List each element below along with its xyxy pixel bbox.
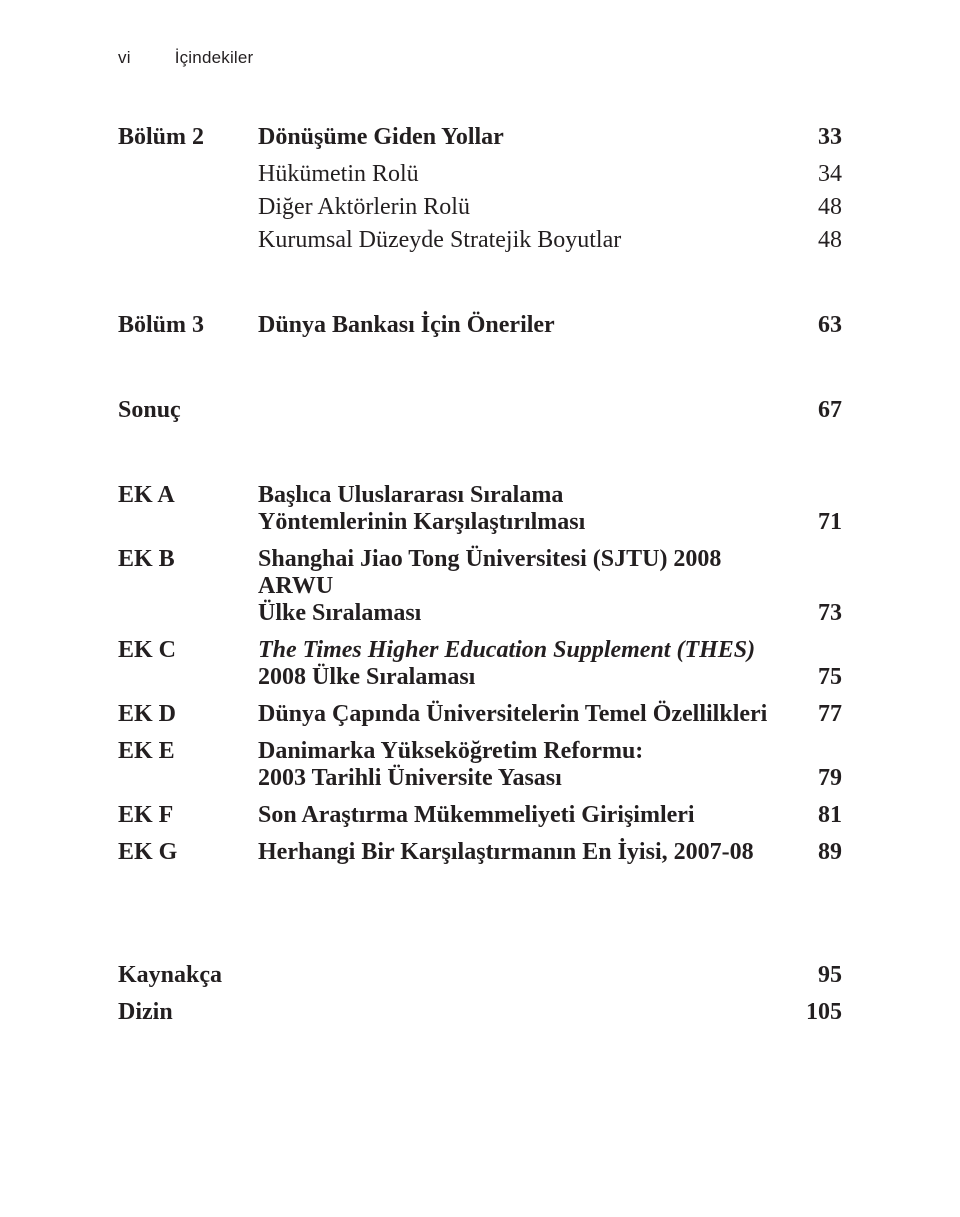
sub-title: Hükümetin Rolü (258, 161, 772, 188)
appendix-label: EK B (118, 546, 258, 573)
toc-ek-e: EK E Danimarka Yükseköğretim Reformu: 20… (118, 738, 842, 792)
appendix-title-line: Danimarka Yükseköğretim Reformu: (258, 738, 772, 765)
toc-sonuc: Sonuç 67 (118, 397, 842, 424)
standalone-label: Sonuç (118, 397, 258, 424)
toc-sub: Kurumsal Düzeyde Stratejik Boyutlar 48 (118, 227, 842, 254)
appendix-title-line: Son Araştırma Mükemmeliyeti Girişimleri (258, 802, 772, 829)
appendix-title-line: 2008 Ülke Sıralaması (258, 664, 772, 691)
standalone-page: 95 (772, 962, 842, 989)
appendix-title-line: Yöntemlerinin Karşılaştırılması (258, 509, 772, 536)
appendix-label: EK E (118, 738, 258, 765)
appendix-title-line: Başlıca Uluslararası Sıralama (258, 482, 772, 509)
running-section: İçindekiler (175, 48, 254, 68)
appendix-page: 89 (772, 839, 842, 866)
toc-dizin: Dizin 105 (118, 999, 842, 1026)
toc-ek-c: EK C The Times Higher Education Suppleme… (118, 637, 842, 691)
running-head: vi İçindekiler (118, 48, 842, 68)
appendix-page: 75 (772, 664, 842, 691)
appendix-label: EK G (118, 839, 258, 866)
standalone-label: Kaynakça (118, 962, 772, 989)
appendix-title-line: 2003 Tarihli Üniversite Yasası (258, 765, 772, 792)
appendix-page: 77 (772, 701, 842, 728)
appendix-label: EK C (118, 637, 258, 664)
toc-sub: Hükümetin Rolü 34 (118, 161, 842, 188)
sub-title: Diğer Aktörlerin Rolü (258, 194, 772, 221)
appendix-title: The Times Higher Education Supplement (T… (258, 637, 772, 691)
toc-chapter-2: Bölüm 2 Dönüşüme Giden Yollar 33 (118, 124, 842, 151)
appendix-label: EK A (118, 482, 258, 509)
appendix-page: 79 (772, 765, 842, 792)
standalone-label: Dizin (118, 999, 772, 1026)
toc-ek-f: EK F Son Araştırma Mükemmeliyeti Girişim… (118, 802, 842, 829)
folio: vi (118, 48, 131, 68)
page: vi İçindekiler Bölüm 2 Dönüşüme Giden Yo… (0, 0, 960, 1217)
appendix-title-line: The Times Higher Education Supplement (T… (258, 637, 772, 664)
appendix-title: Danimarka Yükseköğretim Reformu: 2003 Ta… (258, 738, 772, 792)
toc-kaynakca: Kaynakça 95 (118, 962, 842, 989)
sub-page: 48 (772, 227, 842, 254)
toc-chapter-3: Bölüm 3 Dünya Bankası İçin Öneriler 63 (118, 312, 842, 339)
chapter-page: 33 (772, 124, 842, 151)
appendix-title: Son Araştırma Mükemmeliyeti Girişimleri (258, 802, 772, 829)
appendix-page: 71 (772, 509, 842, 536)
appendix-label: EK D (118, 701, 258, 728)
toc-sub: Diğer Aktörlerin Rolü 48 (118, 194, 842, 221)
appendix-page: 81 (772, 802, 842, 829)
toc-ek-a: EK A Başlıca Uluslararası Sıralama Yönte… (118, 482, 842, 536)
appendix-title-line: Dünya Çapında Üniversitelerin Temel Özel… (258, 701, 772, 728)
standalone-page: 105 (772, 999, 842, 1026)
sub-title: Kurumsal Düzeyde Stratejik Boyutlar (258, 227, 772, 254)
appendix-title-line: Shanghai Jiao Tong Üniversitesi (SJTU) 2… (258, 546, 772, 600)
appendix-title: Shanghai Jiao Tong Üniversitesi (SJTU) 2… (258, 546, 772, 627)
sub-page: 34 (772, 161, 842, 188)
chapter-title: Dünya Bankası İçin Öneriler (258, 312, 772, 339)
appendix-title: Dünya Çapında Üniversitelerin Temel Özel… (258, 701, 772, 728)
appendix-title: Herhangi Bir Karşılaştırmanın En İyisi, … (258, 839, 772, 866)
appendix-title-line: Herhangi Bir Karşılaştırmanın En İyisi, … (258, 839, 772, 866)
sub-page: 48 (772, 194, 842, 221)
chapter-page: 63 (772, 312, 842, 339)
toc-ek-g: EK G Herhangi Bir Karşılaştırmanın En İy… (118, 839, 842, 866)
appendix-title-line: Ülke Sıralaması (258, 600, 772, 627)
appendix-title: Başlıca Uluslararası Sıralama Yöntemleri… (258, 482, 772, 536)
standalone-page: 67 (772, 397, 842, 424)
appendix-label: EK F (118, 802, 258, 829)
chapter-label: Bölüm 3 (118, 312, 258, 339)
appendix-page: 73 (772, 600, 842, 627)
chapter-label: Bölüm 2 (118, 124, 258, 151)
toc-ek-b: EK B Shanghai Jiao Tong Üniversitesi (SJ… (118, 546, 842, 627)
toc-ek-d: EK D Dünya Çapında Üniversitelerin Temel… (118, 701, 842, 728)
chapter-title: Dönüşüme Giden Yollar (258, 124, 772, 151)
